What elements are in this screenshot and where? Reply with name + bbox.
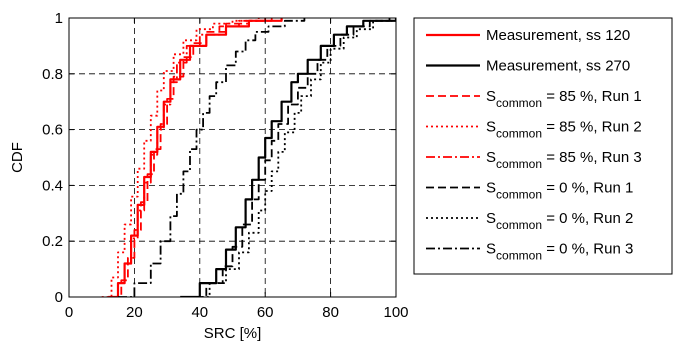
series-line-3 [111, 18, 273, 297]
y-axis-label: CDF [9, 142, 26, 173]
x-tick-label: 20 [126, 304, 143, 321]
legend-entry-8: Scommon = 0 %, Run 3 [486, 241, 633, 263]
y-tick-label: 0 [55, 289, 63, 306]
y-tick-label: 0.8 [42, 66, 63, 83]
series-line-7 [186, 18, 394, 297]
y-tick-label: 0.4 [42, 177, 63, 194]
y-tick-label: 1 [55, 10, 63, 27]
axis-ticks: 0 20 40 60 80 100 0 0.2 0.4 0.6 0.8 1 [42, 10, 408, 321]
x-tick-label: 40 [191, 304, 208, 321]
series-line-4 [101, 18, 260, 297]
series-line-8 [118, 18, 306, 297]
legend-entry-5: Scommon = 85 %, Run 3 [486, 149, 642, 171]
y-tick-label: 0.2 [42, 233, 63, 250]
legend: Measurement, ss 120 Measurement, ss 270 Sc… [413, 17, 673, 275]
legend-entry-1: Measurement, ss 120 [486, 27, 630, 44]
x-tick-label: 0 [65, 304, 73, 321]
x-tick-label: 60 [257, 304, 274, 321]
plot-frame [68, 17, 397, 298]
legend-entry-3: Scommon = 85 %, Run 1 [486, 88, 642, 110]
series-line-6 [183, 18, 391, 297]
x-tick-label: 80 [322, 304, 339, 321]
x-tick-label: 100 [383, 304, 408, 321]
series-line-5 [111, 18, 267, 297]
legend-entry-7: Scommon = 0 %, Run 2 [486, 210, 633, 232]
legend-entry-4: Scommon = 85 %, Run 2 [486, 119, 642, 141]
legend-entry-6: Scommon = 0 %, Run 1 [486, 180, 633, 202]
legend-box [413, 17, 673, 275]
series-lines [101, 18, 396, 297]
series-line-2 [180, 18, 396, 297]
y-tick-label: 0.6 [42, 122, 63, 139]
x-axis-label: SRC [%] [204, 325, 262, 342]
grid [69, 18, 396, 297]
legend-entry-2: Measurement, ss 270 [486, 58, 630, 75]
